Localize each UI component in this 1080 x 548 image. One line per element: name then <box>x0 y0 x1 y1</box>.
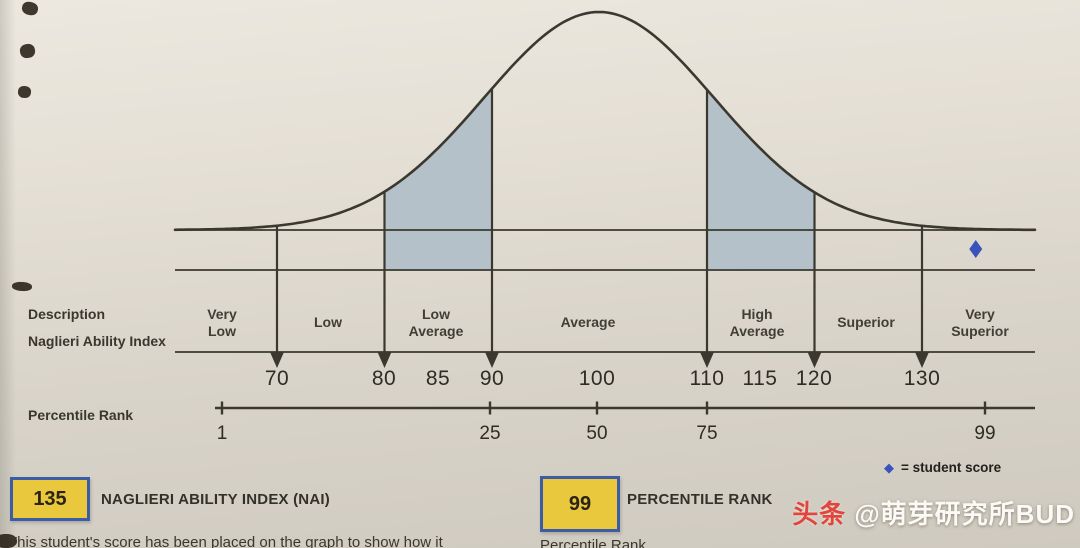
nai-score-value: 135 <box>33 487 67 510</box>
percentile-box-label: PERCENTILE RANK <box>627 491 773 508</box>
watermark-handle: @萌芽研究所BUD <box>854 499 1075 529</box>
student-score-diamond-icon: ◆ <box>884 460 894 475</box>
percentile-tick-label: 75 <box>696 423 718 444</box>
section-label-superior: Superior <box>837 314 895 331</box>
section-label-very-superior: Very Superior <box>951 305 1009 340</box>
section-label-low: Low <box>314 314 342 331</box>
nai-note: This student's score has been placed on … <box>8 534 443 548</box>
legend-label: = student score <box>901 460 1002 475</box>
percentile-note: Percentile Rank <box>540 537 646 548</box>
legend: ◆ = student score <box>884 460 1001 475</box>
nai-tick-label: 100 <box>578 367 616 390</box>
nai-tick-label: 115 <box>742 367 778 390</box>
description-row-label: Description <box>28 306 106 322</box>
percentile-row-label: Percentile Rank <box>28 407 134 423</box>
binding-mark <box>11 281 33 292</box>
nai-tick-label: 120 <box>795 367 833 390</box>
nai-tick-label: 90 <box>479 367 505 390</box>
section-label-high-average: High Average <box>729 305 785 340</box>
section-label-low-average: Low Average <box>408 305 464 340</box>
nai-row-label: Naglieri Ability Index <box>28 333 166 349</box>
percentile-tick-label: 50 <box>586 423 608 444</box>
section-label-average: Average <box>560 314 616 331</box>
nai-tick-label: 70 <box>264 367 290 390</box>
nai-box-label: NAGLIERI ABILITY INDEX (NAI) <box>101 491 330 508</box>
percentile-score-value: 99 <box>568 492 592 515</box>
watermark-brand: 头条 <box>792 499 847 529</box>
nai-tick-label: 80 <box>371 367 397 390</box>
nai-score-box: 135 <box>10 477 90 521</box>
percentile-tick-label: 25 <box>479 423 501 444</box>
section-label-very-low: Very Low <box>207 305 237 340</box>
binding-mark <box>0 534 17 548</box>
percentile-score-box: 99 <box>540 476 620 532</box>
nai-tick-label: 110 <box>689 367 725 390</box>
percentile-tick-label: 99 <box>974 423 996 444</box>
nai-tick-label: 130 <box>903 367 941 390</box>
percentile-tick-label: 1 <box>216 423 228 444</box>
nai-tick-label: 85 <box>425 367 451 390</box>
watermark: 头条 @萌芽研究所BUD <box>792 494 1075 531</box>
